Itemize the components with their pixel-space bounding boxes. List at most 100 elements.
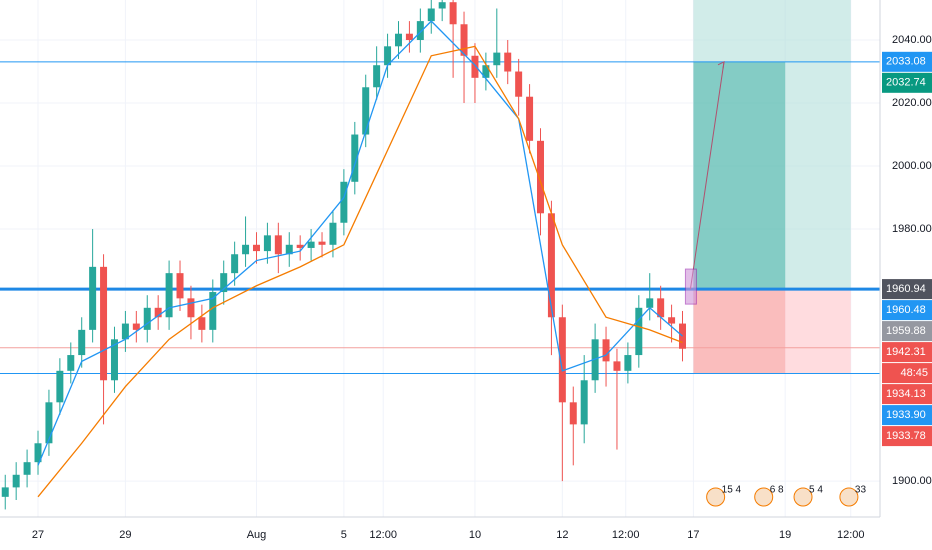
- candle-body: [89, 266, 97, 330]
- price-label-bg: [882, 51, 932, 72]
- candle-body: [558, 317, 566, 403]
- price-label: 1959.88: [886, 325, 926, 337]
- countdown-label: 48:45: [900, 367, 928, 379]
- event-label: 15 4: [722, 485, 742, 496]
- y-tick-label: 2040.00: [892, 34, 932, 46]
- price-label: 1933.78: [886, 430, 926, 442]
- event-label: 33: [855, 485, 867, 496]
- event-icon: [839, 487, 859, 507]
- price-label: 1960.48: [886, 304, 926, 316]
- candle-body: [504, 52, 512, 72]
- candle-body: [384, 46, 392, 66]
- event-label: 6 8: [770, 485, 784, 496]
- candle-body: [482, 65, 490, 78]
- candle-body: [318, 241, 326, 245]
- candle-body: [78, 329, 86, 356]
- moving-average: [37, 20, 683, 466]
- event-icon: [754, 487, 774, 507]
- price-label-bg: [882, 426, 932, 447]
- candle-body: [285, 244, 293, 255]
- candle-body: [132, 323, 140, 330]
- profit-zone-filled: [693, 61, 786, 290]
- x-tick-label: 5: [341, 529, 347, 541]
- candle-body: [56, 370, 64, 403]
- candle-body: [100, 266, 108, 381]
- x-tick-label: 10: [469, 529, 481, 541]
- candle-body: [613, 361, 621, 371]
- candle-body: [526, 96, 534, 141]
- candle-body: [471, 55, 479, 78]
- x-tick-label: 27: [32, 529, 44, 541]
- candle-body: [12, 474, 20, 488]
- candle-body: [165, 273, 173, 318]
- candle-body: [121, 323, 129, 340]
- candle-body: [591, 339, 599, 381]
- candle-body: [537, 140, 544, 214]
- candle-body: [231, 254, 239, 274]
- candle-body: [45, 402, 53, 444]
- y-tick-label: 1980.00: [892, 223, 932, 235]
- candle-body: [242, 244, 250, 255]
- candle-body: [493, 52, 501, 66]
- arrow-head: [717, 60, 725, 69]
- candle-body: [67, 355, 75, 371]
- candle-body: [274, 235, 282, 255]
- candle-body: [547, 213, 555, 318]
- candle-body: [635, 307, 643, 356]
- candle-body: [209, 292, 217, 330]
- plot-area: 15 4 6 8 5 4 33: [0, 0, 880, 510]
- x-tick-label: 29: [119, 529, 131, 541]
- candle-body: [373, 65, 381, 88]
- y-tick-label: 2020.00: [892, 97, 932, 109]
- y-tick-label: 2000.00: [892, 160, 932, 172]
- candle-body: [449, 2, 457, 25]
- candle-body: [646, 298, 654, 308]
- event-icon: [793, 487, 813, 507]
- candle-body: [340, 181, 348, 223]
- candle-body: [405, 33, 413, 41]
- candle-body: [34, 443, 42, 463]
- candle-body: [154, 307, 162, 318]
- trade-arrow: [689, 61, 725, 290]
- event-icon: [706, 487, 726, 507]
- candle-body: [1, 487, 9, 497]
- candle-body: [351, 134, 359, 182]
- candle-body: [220, 273, 228, 293]
- candle-body: [427, 8, 435, 22]
- candle-body: [438, 2, 446, 9]
- candle-body: [143, 307, 151, 330]
- price-label-bg: [882, 342, 932, 363]
- x-tick-label: 19: [779, 529, 791, 541]
- candle-body: [602, 339, 610, 362]
- axes: 1900.00 1980.00 2000.00 2020.00 2040.00 27 29 A…: [32, 34, 932, 541]
- price-label-bg: [882, 384, 932, 405]
- candle-body: [394, 33, 402, 47]
- countdown-bg: [882, 363, 932, 384]
- price-label: 1933.90: [886, 409, 926, 421]
- entry-marker: [684, 268, 697, 305]
- event-label: 5 4: [809, 485, 823, 496]
- y-tick-label: 1900.00: [892, 475, 932, 487]
- candle-body: [23, 462, 31, 475]
- price-label-bg: [882, 300, 932, 321]
- price-label: 1942.31: [886, 346, 926, 358]
- candle-body: [569, 402, 577, 425]
- price-label: 1960.94: [886, 283, 926, 295]
- price-label-bg: [882, 72, 932, 93]
- profit-zone: [693, 0, 851, 290]
- candle-body: [252, 244, 260, 252]
- price-label-bg: [882, 405, 932, 426]
- candle-body: [416, 21, 424, 41]
- candle-body: [515, 71, 523, 97]
- candle-body: [176, 273, 184, 299]
- candle-body: [296, 244, 304, 248]
- candle-body: [657, 298, 665, 318]
- candle-body: [460, 24, 468, 56]
- candle-body: [362, 87, 370, 135]
- price-label: 1934.13: [886, 388, 926, 400]
- x-tick-label: 12: [556, 529, 568, 541]
- candle-body: [668, 317, 676, 324]
- candle-body: [580, 380, 588, 425]
- x-tick-label: 12:00: [369, 529, 397, 541]
